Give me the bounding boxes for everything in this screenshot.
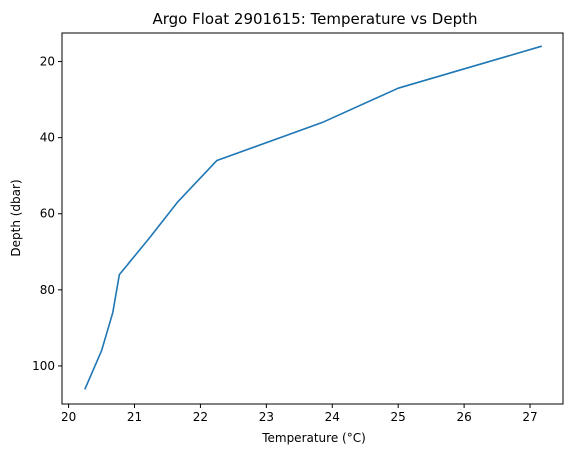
x-tick-label: 22 bbox=[193, 410, 208, 424]
x-tick-label: 20 bbox=[61, 410, 76, 424]
y-tick-label: 100 bbox=[32, 359, 55, 373]
y-tick-label: 80 bbox=[40, 283, 55, 297]
x-tick-label: 26 bbox=[456, 410, 471, 424]
x-tick-label: 25 bbox=[391, 410, 406, 424]
x-axis-label: Temperature (°C) bbox=[261, 431, 366, 445]
x-tick-label: 21 bbox=[127, 410, 142, 424]
temperature-profile-line bbox=[84, 45, 543, 390]
y-tick-label: 20 bbox=[40, 55, 55, 69]
x-tick-label: 24 bbox=[325, 410, 340, 424]
y-tick-label: 60 bbox=[40, 207, 55, 221]
axes-frame bbox=[61, 32, 564, 405]
y-tick-label: 40 bbox=[40, 131, 55, 145]
x-tick-label: 23 bbox=[259, 410, 274, 424]
x-tick-label: 27 bbox=[522, 410, 537, 424]
chart-title: Argo Float 2901615: Temperature vs Depth bbox=[152, 10, 477, 28]
plot-area: 20 21 22 23 24 25 26 27 20 40 60 80 100 bbox=[32, 45, 543, 424]
y-axis-label: Depth (dbar) bbox=[9, 179, 23, 256]
